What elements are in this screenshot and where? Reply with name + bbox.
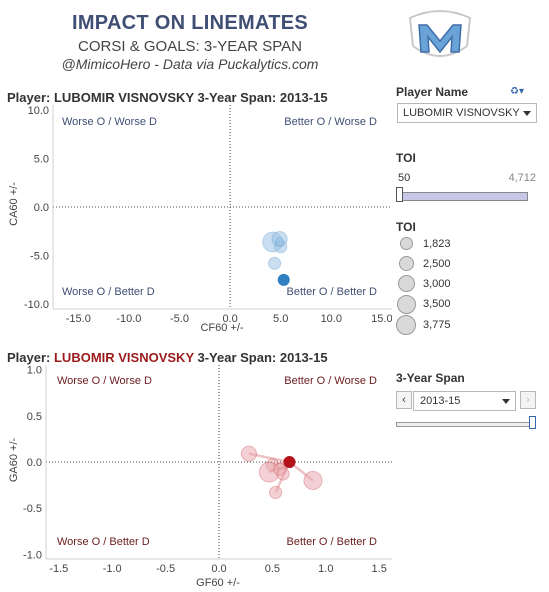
- corsi-ylabel: CA60 +/-: [8, 182, 20, 226]
- toi-min-value: 50: [398, 172, 411, 184]
- chevron-left-icon: ‹: [402, 394, 406, 406]
- corsi-quadrant-tr: Better O / Worse D: [284, 116, 377, 128]
- corsi-quadrant-br: Better O / Better D: [287, 286, 378, 298]
- goals-title-prefix: Player:: [7, 350, 54, 365]
- corsi-xtick-label: 15.0: [371, 313, 392, 325]
- toi-max-value: 4,712: [508, 172, 536, 184]
- corsi-xlabel: CF60 +/-: [200, 322, 243, 334]
- goals-xtick-label: 1.5: [372, 563, 387, 575]
- goals-xtick-label: 0.0: [211, 563, 226, 575]
- goals-quadrant-br: Better O / Better D: [287, 536, 378, 548]
- goals-ytick-label: 0.5: [27, 411, 42, 423]
- corsi-quadrant-tl: Worse O / Worse D: [62, 116, 157, 128]
- corsi-xtick-label: 5.0: [273, 313, 288, 325]
- corsi-scatter-chart: Worse O / Worse D Better O / Worse D Wor…: [8, 105, 392, 334]
- goals-quadrant-bl: Worse O / Better D: [57, 536, 150, 548]
- goals-xtick-label: 1.0: [318, 563, 333, 575]
- toi-slider-track[interactable]: [398, 192, 528, 201]
- player-select-value: LUBOMIR VISNOVSKY: [403, 107, 520, 119]
- goals-scatter-chart: Worse O / Worse D Better O / Worse D Wor…: [8, 365, 392, 589]
- chevron-down-icon: [502, 399, 510, 404]
- corsi-title-suffix: 3-Year Span: 2013-15: [193, 90, 328, 105]
- toi-legend-circle: [400, 237, 413, 250]
- span-select-value: 2013-15: [420, 395, 461, 407]
- corsi-ytick-label: 10.0: [28, 105, 49, 117]
- toi-legend-text: 1,823: [423, 238, 451, 250]
- toi-legend-text: 3,000: [423, 278, 451, 290]
- toi-legend-text: 2,500: [423, 258, 451, 270]
- goals-title-suffix: 3-Year Span: 2013-15: [193, 350, 328, 365]
- span-select[interactable]: 2013-15: [413, 391, 516, 411]
- page-subtitle: CORSI & GOALS: 3-YEAR SPAN: [78, 38, 302, 55]
- toi-legend-circle: [399, 256, 414, 271]
- goals-xtick-label: 0.5: [265, 563, 280, 575]
- corsi-selected-point[interactable]: [277, 273, 290, 286]
- corsi-data-point[interactable]: [275, 237, 285, 247]
- player-name-select[interactable]: LUBOMIR VISNOVSKY: [397, 103, 537, 123]
- span-next-button[interactable]: ›: [520, 391, 536, 409]
- goals-data-point[interactable]: [276, 467, 290, 481]
- toi-legend-text: 3,500: [423, 298, 451, 310]
- corsi-panel-title: Player: LUBOMIR VISNOVSKY 3-Year Span: 2…: [7, 90, 328, 105]
- goals-ylabel: GA60 +/-: [8, 437, 20, 482]
- goals-quadrant-tl: Worse O / Worse D: [57, 375, 152, 387]
- logo-icon: [408, 10, 472, 57]
- goals-ytick-label: -1.0: [23, 549, 42, 561]
- toi-legend-label: TOI: [396, 220, 416, 234]
- player-name-label: Player Name: [396, 85, 469, 99]
- corsi-xtick-label: 0.0: [222, 313, 237, 325]
- corsi-data-point[interactable]: [268, 256, 282, 270]
- toi-legend-circle: [398, 275, 415, 292]
- corsi-ytick-label: 5.0: [34, 153, 49, 165]
- goals-xtick-label: -1.0: [103, 563, 122, 575]
- toi-slider-handle[interactable]: [396, 187, 403, 202]
- toi-filter-label: TOI: [396, 151, 416, 165]
- goals-ytick-label: 1.0: [27, 365, 42, 377]
- goals-quadrant-tr: Better O / Worse D: [284, 375, 377, 387]
- filter-menu-icon[interactable]: ♻▾: [510, 86, 524, 97]
- goals-xtick-label: -0.5: [156, 563, 175, 575]
- credit-line: @MimicoHero - Data via Puckalytics.com: [61, 56, 319, 72]
- corsi-xtick-label: -10.0: [116, 313, 141, 325]
- corsi-xtick-label: -5.0: [170, 313, 189, 325]
- goals-title-player: LUBOMIR VISNOVSKY: [53, 350, 194, 365]
- span-prev-button[interactable]: ‹: [396, 391, 412, 409]
- span-slider-track[interactable]: [396, 422, 536, 427]
- corsi-ytick-label: -10.0: [24, 299, 49, 311]
- toi-legend-text: 3,775: [423, 319, 451, 331]
- corsi-quadrant-bl: Worse O / Better D: [62, 286, 155, 298]
- chevron-down-icon: [523, 111, 531, 116]
- span-label: 3-Year Span: [396, 371, 465, 385]
- goals-panel-title: Player: LUBOMIR VISNOVSKY 3-Year Span: 2…: [7, 350, 328, 365]
- page-title: IMPACT ON LINEMATES: [71, 12, 309, 34]
- corsi-xtick-label: -15.0: [66, 313, 91, 325]
- goals-data-point[interactable]: [268, 485, 283, 500]
- goals-ytick-label: -0.5: [23, 503, 42, 515]
- goals-ytick-label: 0.0: [27, 457, 42, 469]
- corsi-title-player: LUBOMIR VISNOVSKY: [53, 90, 194, 105]
- goals-data-point[interactable]: [303, 470, 323, 491]
- corsi-title-prefix: Player:: [7, 90, 54, 105]
- chevron-right-icon: ›: [526, 394, 530, 406]
- corsi-ytick-label: 0.0: [34, 202, 49, 214]
- corsi-xtick-label: 10.0: [321, 313, 342, 325]
- goals-xlabel: GF60 +/-: [196, 577, 240, 589]
- span-slider-handle[interactable]: [529, 416, 536, 429]
- goals-data-point[interactable]: [240, 445, 258, 462]
- toi-legend-circle: [396, 315, 416, 335]
- goals-xtick-label: -1.5: [49, 563, 68, 575]
- corsi-ytick-label: -5.0: [30, 251, 49, 263]
- toi-legend-circle: [397, 295, 416, 314]
- goals-selected-point[interactable]: [283, 456, 296, 468]
